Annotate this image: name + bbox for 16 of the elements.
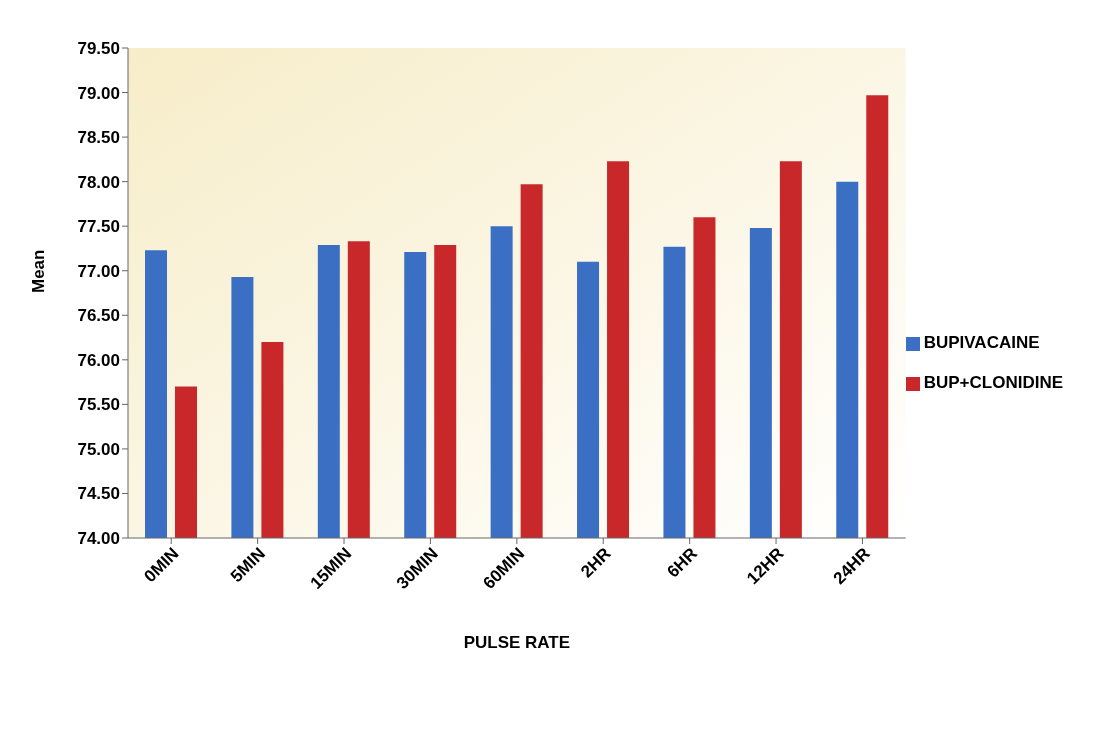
y-tick-label: 75.00 [77,439,120,459]
y-tick-label: 78.00 [77,172,120,192]
y-tick-label: 76.00 [77,350,120,370]
y-tick-label: 78.50 [77,128,120,148]
y-tick-label: 75.50 [77,395,120,415]
y-tick-label: 77.00 [77,261,120,281]
x-axis-title: PULSE RATE [463,633,571,652]
y-tick-label: 79.00 [77,83,120,103]
y-tick-label: 77.50 [77,217,120,237]
legend-label: BUP+CLONIDINE [923,373,1063,392]
y-tick-label: 74.50 [77,484,120,504]
y-axis-title: Mean [29,249,49,293]
y-tick-label: 79.50 [77,39,120,59]
y-tick-label: 74.00 [77,529,120,549]
legend-label: BUPIVACAINE [923,333,1040,352]
y-tick-label: 76.50 [77,306,120,326]
